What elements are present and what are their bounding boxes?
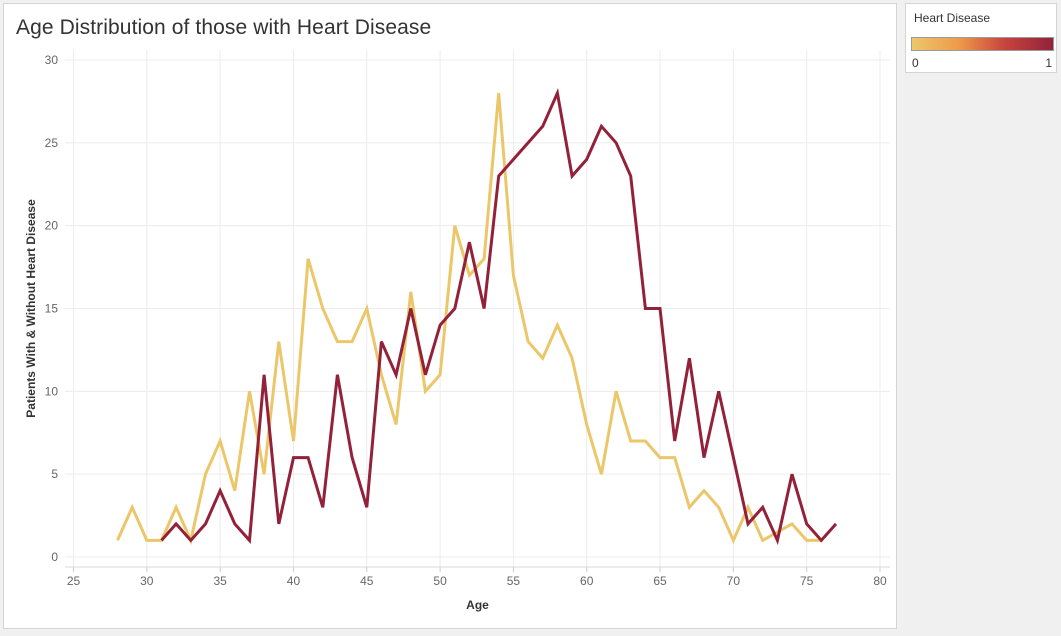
- x-tick-label: 50: [433, 574, 447, 588]
- y-tick-label: 30: [45, 53, 59, 67]
- color-legend: Heart Disease 0 1: [905, 3, 1057, 73]
- x-tick-label: 25: [67, 574, 81, 588]
- y-tick-label: 25: [45, 136, 59, 150]
- chart-title: Age Distribution of those with Heart Dis…: [16, 16, 432, 39]
- legend-min-label: 0: [912, 56, 919, 70]
- x-tick-label: 75: [800, 574, 814, 588]
- y-tick-label: 5: [51, 467, 58, 481]
- x-tick-label: 35: [213, 574, 227, 588]
- y-axis-label: Patients With & Without Heart Disease: [24, 199, 38, 418]
- x-tick-label: 55: [507, 574, 521, 588]
- x-tick-label: 70: [727, 574, 741, 588]
- legend-max-label: 1: [1045, 56, 1052, 70]
- y-tick-label: 15: [45, 302, 59, 316]
- y-tick-label: 0: [51, 550, 58, 564]
- series-line-1: [160, 87, 838, 546]
- x-axis-label: Age: [466, 598, 489, 612]
- x-tick-label: 30: [140, 574, 154, 588]
- legend-gradient-bar: [911, 37, 1054, 51]
- x-tick-label: 45: [360, 574, 374, 588]
- legend-title: Heart Disease: [914, 11, 991, 25]
- x-tick-label: 60: [580, 574, 594, 588]
- x-tick-label: 40: [287, 574, 301, 588]
- x-tick-label: 65: [653, 574, 667, 588]
- series-line-0: [116, 92, 822, 546]
- y-tick-label: 10: [45, 384, 59, 398]
- y-tick-label: 20: [45, 219, 59, 233]
- x-tick-label: 80: [873, 574, 887, 588]
